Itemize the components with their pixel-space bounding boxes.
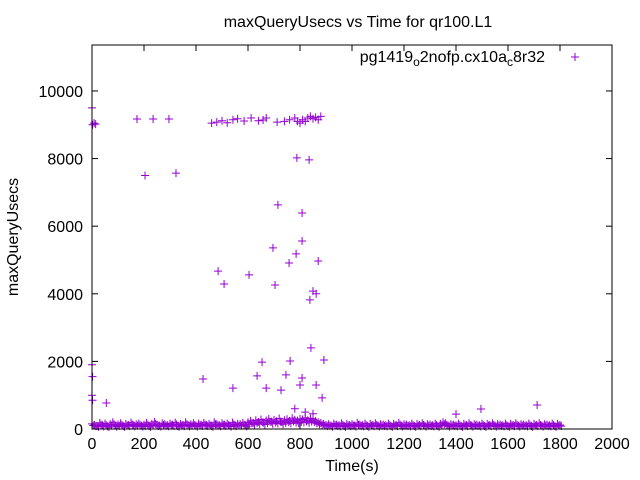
- data-point: [218, 116, 226, 125]
- data-point: [214, 267, 223, 276]
- data-point: [452, 410, 460, 419]
- y-tick-label: 2000: [47, 354, 83, 371]
- data-point: [309, 409, 317, 418]
- x-tick-label: 1400: [438, 436, 474, 453]
- x-tick-label: 1000: [334, 436, 370, 453]
- y-tick-label: 10000: [39, 84, 84, 101]
- data-point: [149, 115, 158, 124]
- x-tick-label: 600: [235, 436, 262, 453]
- data-point: [290, 404, 299, 413]
- y-tick-label: 0: [74, 422, 83, 439]
- data-point: [254, 116, 263, 125]
- legend: pg1419o2nofp.cx10ac8r32: [360, 49, 579, 69]
- data-point: [228, 115, 237, 124]
- data-point: [164, 115, 173, 124]
- data-point: [312, 381, 321, 390]
- data-point: [102, 398, 111, 407]
- data-point: [306, 343, 315, 352]
- data-point: [533, 401, 542, 409]
- data-point: [220, 279, 229, 288]
- data-point: [245, 270, 254, 279]
- data-point: [316, 112, 325, 121]
- x-axis-label: Time(s): [325, 458, 379, 475]
- data-point: [301, 408, 310, 417]
- data-point: [247, 114, 256, 123]
- data-point: [556, 420, 564, 429]
- data-point: [273, 118, 282, 127]
- data-point: [258, 358, 267, 367]
- data-point: [268, 243, 277, 252]
- data-point: [233, 114, 242, 123]
- data-point: [298, 237, 307, 246]
- legend-label: pg1419o2nofp.cx10ac8r32: [360, 49, 545, 69]
- y-axis-label: maxQueryUsecs: [5, 178, 22, 296]
- data-point: [285, 115, 294, 124]
- data-point: [298, 373, 307, 382]
- data-point: [273, 200, 282, 209]
- data-point: [292, 249, 301, 258]
- data-point: [212, 118, 221, 127]
- data-point: [88, 372, 97, 381]
- x-tick-label: 0: [88, 436, 97, 453]
- data-point: [262, 384, 271, 393]
- data-point: [207, 119, 216, 128]
- legend-plus-icon: [571, 53, 579, 61]
- y-tick-label: 8000: [47, 152, 83, 169]
- data-point: [141, 171, 150, 180]
- data-point: [90, 119, 99, 128]
- data-point: [262, 114, 271, 123]
- data-point: [298, 209, 307, 217]
- data-point: [305, 155, 314, 164]
- data-point: [271, 281, 280, 289]
- data-point: [305, 295, 314, 304]
- legend-marker: [571, 53, 579, 61]
- data-point: [312, 289, 321, 298]
- axis-ticks: 0 200 400 600 800 1000 1200 1400 1600 1800 2000 0 20…: [39, 45, 630, 453]
- data-point: [476, 405, 485, 414]
- data-point: [285, 259, 294, 268]
- data-point: [292, 153, 301, 162]
- y-tick-label: 6000: [47, 219, 83, 236]
- data-point: [199, 374, 208, 383]
- x-tick-label: 1800: [542, 436, 578, 453]
- data-point: [253, 371, 262, 380]
- data-point: [296, 381, 304, 390]
- data-point: [280, 117, 289, 126]
- data-point: [277, 386, 286, 395]
- data-point: [171, 169, 180, 178]
- x-tick-label: 200: [131, 436, 158, 453]
- data-point: [240, 117, 249, 126]
- data-point: [88, 396, 97, 405]
- data-point: [319, 356, 328, 365]
- x-tick-label: 1600: [490, 436, 526, 453]
- data-point: [223, 118, 232, 127]
- data-point: [132, 115, 141, 124]
- x-tick-label: 2000: [594, 436, 630, 453]
- y-tick-label: 4000: [47, 287, 83, 304]
- x-tick-label: 400: [183, 436, 210, 453]
- data-point: [286, 357, 295, 366]
- data-point: [318, 393, 327, 402]
- x-tick-label: 800: [287, 436, 314, 453]
- x-tick-label: 1200: [386, 436, 422, 453]
- plot-border: [91, 44, 613, 430]
- data-point: [281, 370, 290, 379]
- data-point: [228, 384, 237, 393]
- data-point: [314, 257, 323, 265]
- data-point: [91, 120, 100, 129]
- data-points: [88, 103, 566, 432]
- chart-title: maxQueryUsecs vs Time for qr100.L1: [224, 14, 493, 31]
